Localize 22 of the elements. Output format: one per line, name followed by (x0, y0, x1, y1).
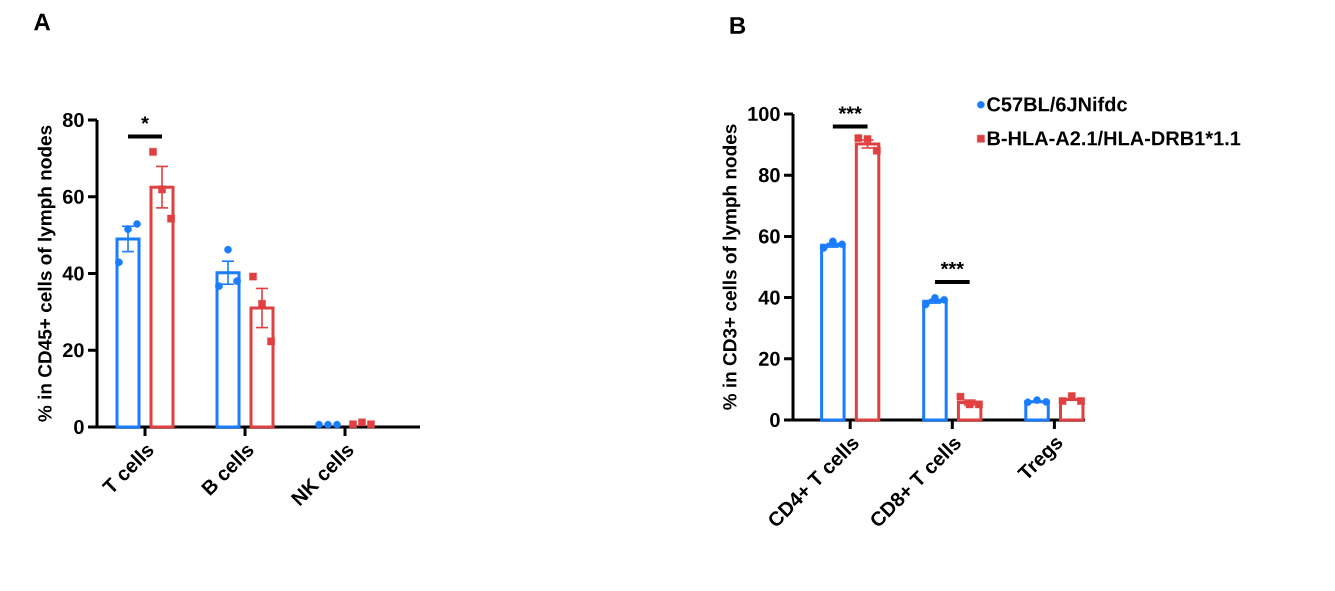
legend-label: C57BL/6JNifdc (987, 96, 1127, 112)
y-tick-label: 40 (62, 266, 84, 281)
text: *** (838, 106, 862, 114)
y-tick-label: 20 (62, 343, 84, 358)
y-tick-label: 0 (770, 412, 780, 428)
y-tick-label: 40 (758, 290, 780, 305)
y-tick-label: 80 (62, 112, 84, 128)
legend-label: B-HLA-A2.1/HLA-DRB1*1.1 (987, 130, 1241, 146)
y-tick-label: 60 (758, 229, 780, 244)
annotation: * (141, 116, 149, 124)
y-tick-label: 80 (758, 168, 780, 183)
y-tick-label: 20 (758, 351, 780, 366)
y-tick-label: 0 (74, 419, 84, 435)
chart-title: A (34, 13, 51, 31)
y-tick-label: 100 (748, 106, 780, 122)
chart-title: B (730, 17, 746, 34)
y-axis-title: % in CD3+ cells of lymph nodes (722, 124, 741, 410)
annotation: *** (940, 261, 964, 270)
y-axis-title: % in CD45+ cells of lymph nodes (37, 125, 56, 422)
y-tick-label: 60 (62, 189, 84, 204)
bar (149, 185, 175, 429)
bar (115, 237, 141, 429)
